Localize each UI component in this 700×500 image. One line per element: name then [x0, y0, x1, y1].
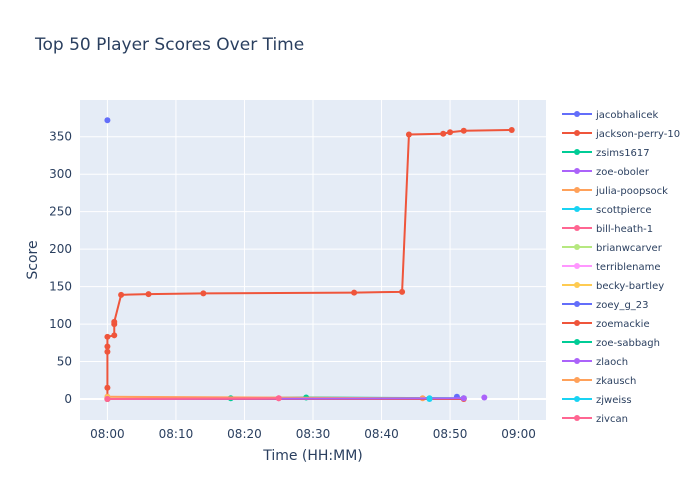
legend-item[interactable]: terriblename [562, 262, 661, 273]
y-tick-label: 100 [49, 317, 72, 331]
legend-item[interactable]: julia-poopsock [562, 186, 668, 197]
legend-label: zsims1617 [596, 148, 650, 159]
legend-label: julia-poopsock [595, 186, 668, 197]
legend-label: zjweiss [596, 395, 632, 406]
legend-marker [574, 130, 580, 136]
legend-label: zoe-oboler [596, 167, 650, 178]
legend-marker [574, 358, 580, 364]
legend-marker [574, 149, 580, 155]
x-tick-label: 08:10 [159, 427, 194, 441]
legend-label: ziycan [596, 414, 628, 425]
legend-item[interactable]: jackson-perry-10 [562, 129, 680, 140]
x-tick-label: 09:00 [501, 427, 536, 441]
data-point [104, 343, 111, 350]
data-point [145, 291, 152, 298]
legend-label: becky-bartley [596, 281, 664, 292]
series-line [107, 397, 279, 401]
x-tick-label: 08:20 [227, 427, 262, 441]
legend-label: zoey_g_23 [596, 300, 649, 311]
data-point [426, 396, 433, 403]
legend-item[interactable]: zoe-oboler [562, 167, 650, 178]
legend: jacobhalicek jackson-perry-10 zsims1617 zoe… [562, 110, 680, 425]
legend-label: brianwcarver [596, 243, 663, 254]
legend-marker [574, 339, 580, 345]
legend-label: jacobhalicek [595, 110, 659, 121]
y-tick-label: 50 [57, 355, 72, 369]
legend-label: scottpierce [596, 205, 652, 216]
data-point [200, 290, 207, 297]
legend-label: jackson-perry-10 [595, 129, 680, 140]
legend-marker [574, 282, 580, 288]
x-axis-title: Time (HH:MM) [262, 448, 363, 464]
legend-marker [574, 206, 580, 212]
legend-label: zkausch [596, 376, 636, 387]
y-tick-label: 0 [64, 392, 72, 406]
data-point [104, 396, 111, 403]
data-point [104, 333, 111, 340]
data-point [460, 127, 467, 134]
grid [80, 100, 546, 420]
data-point [460, 395, 467, 402]
data-point [399, 288, 406, 295]
legend-item[interactable]: zlaoch [562, 357, 628, 368]
legend-marker [574, 320, 580, 326]
legend-item[interactable]: zjweiss [562, 395, 632, 406]
y-tick-label: 350 [49, 130, 72, 144]
x-tick-label: 08:00 [90, 427, 125, 441]
data-point [508, 126, 515, 133]
legend-item[interactable]: zoe-sabbagh [562, 338, 660, 349]
data-point [104, 117, 111, 124]
legend-marker [574, 244, 580, 250]
legend-item[interactable]: scottpierce [562, 205, 652, 216]
legend-marker [574, 377, 580, 383]
legend-item[interactable]: zsims1617 [562, 148, 650, 159]
legend-label: bill-heath-1 [596, 224, 653, 235]
legend-marker [574, 301, 580, 307]
data-point [104, 384, 111, 391]
legend-label: zoemackie [596, 319, 650, 330]
y-axis-title: Score [25, 240, 41, 279]
data-point [447, 129, 454, 136]
plot [104, 117, 515, 403]
data-point [104, 348, 111, 355]
legend-marker [574, 111, 580, 117]
legend-marker [574, 168, 580, 174]
legend-marker [574, 187, 580, 193]
data-point [351, 289, 358, 296]
legend-item[interactable]: brianwcarver [562, 243, 663, 254]
y-tick-label: 150 [49, 280, 72, 294]
data-point [405, 131, 412, 138]
legend-marker [574, 396, 580, 402]
y-tick-label: 300 [49, 167, 72, 181]
data-point [111, 332, 118, 339]
data-point [275, 395, 282, 402]
legend-label: zoe-sabbagh [596, 338, 660, 349]
legend-item[interactable]: ziycan [562, 414, 628, 425]
legend-label: terriblename [596, 262, 661, 273]
legend-marker [574, 415, 580, 421]
legend-item[interactable]: bill-heath-1 [562, 224, 653, 235]
legend-item[interactable]: zoey_g_23 [562, 300, 649, 311]
y-tick-label: 250 [49, 205, 72, 219]
legend-item[interactable]: becky-bartley [562, 281, 664, 292]
x-tick-label: 08:40 [364, 427, 399, 441]
data-point [440, 130, 447, 137]
legend-label: zlaoch [596, 357, 628, 368]
y-tick-label: 200 [49, 242, 72, 256]
legend-item[interactable]: zoemackie [562, 319, 650, 330]
legend-item[interactable]: jacobhalicek [562, 110, 659, 121]
data-point [111, 318, 118, 325]
legend-marker [574, 263, 580, 269]
data-point [481, 394, 488, 401]
chart-title: Top 50 Player Scores Over Time [34, 35, 304, 55]
x-tick-label: 08:50 [433, 427, 468, 441]
legend-marker [574, 225, 580, 231]
data-point [118, 291, 125, 298]
legend-item[interactable]: zkausch [562, 376, 636, 387]
x-tick-label: 08:30 [296, 427, 331, 441]
